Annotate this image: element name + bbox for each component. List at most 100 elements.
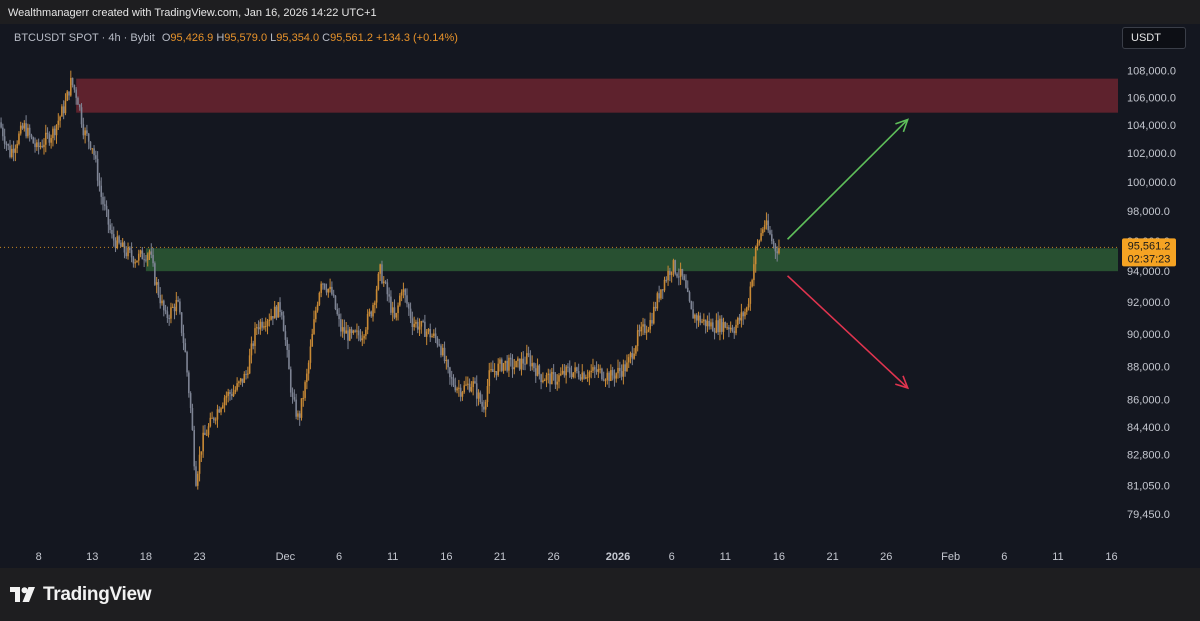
candle-body — [504, 360, 507, 364]
candle-body — [770, 234, 773, 242]
time-tick-label: 11 — [387, 551, 398, 563]
candle-body — [407, 303, 410, 309]
candle-body — [533, 363, 535, 369]
candle-body — [21, 125, 24, 129]
time-tick-label: 11 — [720, 551, 731, 563]
candle-body — [456, 388, 458, 391]
candle-body — [114, 240, 117, 248]
candle-body — [11, 148, 13, 158]
candle-body — [561, 370, 564, 374]
candle-body — [701, 321, 703, 323]
candle-body — [198, 454, 201, 474]
candle-body — [263, 326, 265, 328]
candle-body — [130, 250, 133, 258]
candle-body — [365, 329, 367, 336]
candle-body — [82, 124, 85, 136]
candle-body — [137, 253, 140, 261]
candle-body — [663, 279, 666, 291]
candle-body — [207, 426, 210, 435]
candle-body — [461, 392, 464, 397]
candle-body — [289, 369, 292, 393]
candle-body — [703, 319, 705, 322]
candle-body — [572, 372, 575, 378]
candle-body — [291, 392, 294, 398]
candle-body — [538, 365, 541, 375]
candle-body — [745, 307, 748, 312]
candle-body — [762, 229, 764, 234]
candle-body — [145, 259, 147, 261]
candle-body — [640, 326, 643, 332]
candle-body — [390, 296, 392, 313]
candle-body — [438, 344, 440, 346]
candle-body — [55, 124, 58, 136]
candle-body — [517, 358, 519, 361]
candle-body — [107, 209, 110, 225]
candle-body — [626, 362, 628, 372]
candle-body — [729, 327, 732, 330]
currency-button[interactable]: USDT — [1122, 27, 1186, 49]
candle-body — [731, 327, 734, 332]
time-tick-label: 18 — [140, 551, 152, 563]
candle-body — [502, 363, 505, 371]
candle-body — [595, 369, 598, 372]
candle-body — [61, 106, 63, 117]
low-label: L — [270, 32, 277, 44]
candle-body — [91, 148, 94, 150]
symbol-label[interactable]: BTCUSDT SPOT · 4h · Bybit — [14, 32, 155, 44]
candle-body — [146, 254, 149, 261]
candle-body — [658, 293, 660, 299]
candle-body — [19, 125, 22, 134]
time-tick-label: 13 — [86, 551, 98, 563]
candle-body — [484, 401, 487, 410]
candle-body — [0, 122, 2, 128]
candle-body — [440, 345, 442, 356]
tradingview-wordmark: TradingView — [43, 584, 152, 605]
candle-body — [315, 310, 317, 320]
candle-body — [341, 327, 344, 332]
candle-body — [245, 373, 247, 375]
candle-body — [627, 357, 630, 363]
candle-body — [213, 417, 215, 421]
candle-body — [670, 271, 673, 275]
candle-body — [288, 349, 290, 370]
candle-body — [492, 369, 494, 372]
candle-body — [424, 321, 426, 337]
candle-body — [735, 324, 737, 334]
candle-body — [234, 389, 237, 393]
candle-body — [719, 318, 721, 333]
candle-body — [311, 333, 314, 347]
time-tick-label: 16 — [773, 551, 785, 563]
candle-body — [635, 346, 637, 354]
candle-body — [574, 367, 576, 373]
candle-body — [62, 106, 65, 114]
candle-body — [96, 158, 99, 181]
price-tick-label: 102,000.0 — [1127, 148, 1176, 160]
candle-body — [656, 293, 659, 309]
candle-body — [758, 240, 761, 244]
candle-body — [357, 330, 360, 336]
candle-body — [678, 276, 680, 278]
candle-body — [50, 138, 52, 143]
candle-body — [722, 322, 725, 332]
tradingview-brand[interactable]: TradingView — [10, 584, 152, 606]
candle-body — [747, 303, 750, 308]
candle-body — [243, 373, 246, 383]
candle-body — [180, 312, 183, 334]
candle-body — [509, 357, 512, 360]
time-tick-label: 16 — [1105, 551, 1117, 563]
candle-body — [223, 397, 226, 406]
candle-body — [463, 385, 466, 393]
last-price-tag-box — [1122, 238, 1176, 267]
open-value: 95,426.9 — [170, 32, 214, 44]
candle-body — [366, 313, 369, 330]
candle-body — [159, 295, 162, 304]
candle-body — [57, 120, 60, 125]
candle-body — [64, 100, 67, 114]
candle-body — [84, 130, 86, 136]
candle-body — [109, 224, 111, 230]
candle-body — [318, 292, 321, 305]
candle-body — [316, 304, 319, 311]
candle-body — [28, 127, 31, 135]
price-tick-label: 104,000.0 — [1127, 120, 1176, 132]
